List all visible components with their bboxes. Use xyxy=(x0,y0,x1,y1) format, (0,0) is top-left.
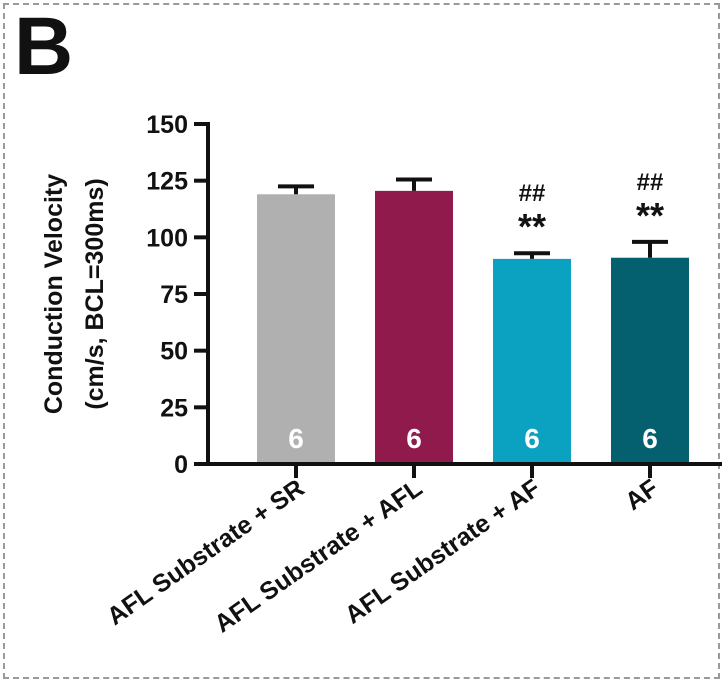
axes: 0 25 50 75 100 125 150 xyxy=(146,111,722,479)
y-axis-title-line1: Conduction Velocity xyxy=(40,174,68,414)
n-label-3: 6 xyxy=(524,423,540,454)
n-label-4: 6 xyxy=(642,423,658,454)
y-tick-label-150: 150 xyxy=(146,111,188,139)
bar-2 xyxy=(375,190,453,464)
n-label-2: 6 xyxy=(406,423,422,454)
bars xyxy=(257,190,689,464)
bar-1 xyxy=(257,194,335,464)
significance-hash-4: ## xyxy=(637,169,664,196)
significance-stars-4: ** xyxy=(636,195,664,236)
n-label-1: 6 xyxy=(288,423,304,454)
panel-label: B xyxy=(14,1,74,92)
y-axis-title: Conduction Velocity (cm/s, BCL=300ms) xyxy=(40,174,109,414)
error-bars xyxy=(278,177,668,259)
figure-frame xyxy=(3,3,720,679)
y-tick-label-100: 100 xyxy=(146,224,188,252)
category-label-1: AFL Substrate + SR xyxy=(102,474,309,631)
y-tick-label-0: 0 xyxy=(174,451,188,479)
significance-stars-3: ** xyxy=(518,206,546,247)
y-tick-label-75: 75 xyxy=(160,281,188,309)
category-label-2: AFL Substrate + AFL xyxy=(209,474,427,638)
y-axis-title-line2: (cm/s, BCL=300ms) xyxy=(81,178,109,409)
y-tick-label-50: 50 xyxy=(160,338,188,366)
category-label-4: AF xyxy=(620,474,663,516)
category-label-3: AFL Substrate + AF xyxy=(340,474,546,630)
bar-4 xyxy=(611,257,689,464)
bar-3 xyxy=(493,258,571,464)
y-tick-label-25: 25 xyxy=(160,394,188,422)
y-tick-label-125: 125 xyxy=(146,168,188,196)
significance-hash-3: ## xyxy=(519,180,546,207)
